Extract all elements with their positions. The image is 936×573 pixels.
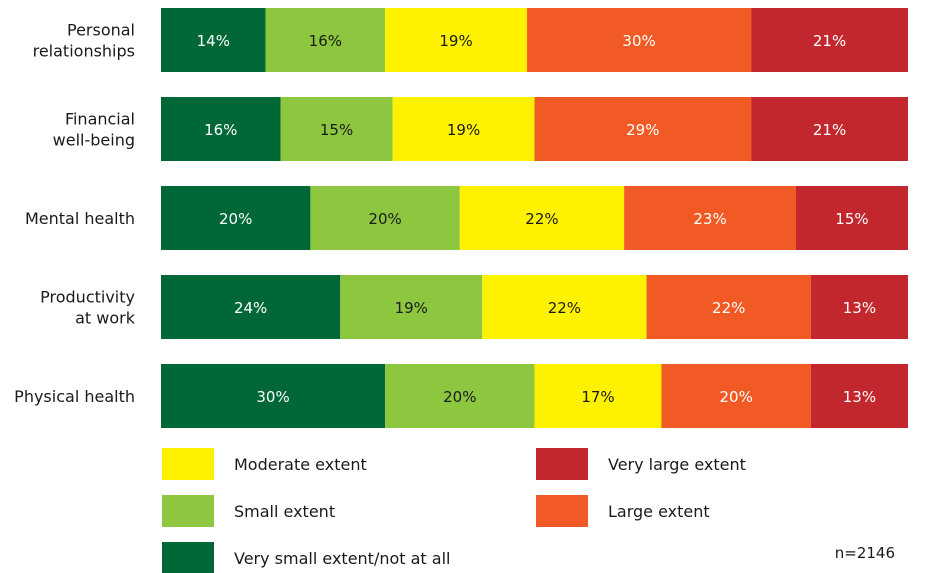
bar-segment-physical-health-very-large-extent bbox=[810, 364, 908, 428]
value-label: 17% bbox=[581, 388, 614, 406]
value-label: 19% bbox=[395, 299, 428, 317]
legend: Moderate extent Very large extent Small ex… bbox=[162, 448, 746, 573]
value-label: 20% bbox=[443, 388, 476, 406]
legend-label-small-extent: Small extent bbox=[234, 502, 335, 521]
segment-value-labels: 14% 16% 19% 30% 21% 16% 15% 19% 29% 21% 20% 20% 22% 2… bbox=[197, 32, 876, 406]
legend-swatch-small-extent bbox=[162, 495, 214, 527]
value-label: 22% bbox=[548, 299, 581, 317]
bar-segment-personal-relationships-very-small-extent-not-at-all bbox=[161, 8, 266, 72]
legend-label-large-extent: Large extent bbox=[608, 502, 710, 521]
category-label-physical-health: Physical health bbox=[14, 387, 135, 406]
legend-swatch-very-large-extent bbox=[536, 448, 588, 480]
value-label: 20% bbox=[219, 210, 252, 228]
sample-size-note: n=2146 bbox=[835, 544, 895, 562]
bar-segment-financial-well-being-very-small-extent-not-at-all bbox=[161, 97, 281, 161]
value-label: 16% bbox=[204, 121, 237, 139]
bar-segment-personal-relationships-small-extent bbox=[265, 8, 386, 72]
bar-segment-personal-relationships-large-extent bbox=[527, 8, 752, 72]
value-label: 30% bbox=[622, 32, 655, 50]
legend-label-very-large-extent: Very large extent bbox=[608, 455, 746, 474]
value-label: 15% bbox=[320, 121, 353, 139]
value-label: 15% bbox=[835, 210, 868, 228]
bar-segment-productivity-at-work-very-large-extent bbox=[810, 275, 908, 339]
value-label: 13% bbox=[843, 388, 876, 406]
category-labels: Personal relationships Financial well-being… bbox=[14, 21, 136, 407]
legend-label-moderate-extent: Moderate extent bbox=[234, 455, 367, 474]
value-label: 24% bbox=[234, 299, 267, 317]
value-label: 19% bbox=[439, 32, 472, 50]
bar-segment-personal-relationships-moderate-extent bbox=[385, 8, 528, 72]
bars bbox=[161, 8, 908, 428]
bar-segment-mental-health-very-large-extent bbox=[795, 186, 908, 250]
bar-segment-mental-health-small-extent bbox=[310, 186, 460, 250]
bar-segment-mental-health-very-small-extent-not-at-all bbox=[161, 186, 311, 250]
legend-label-very-small-extent-not-at-all: Very small extent/not at all bbox=[234, 549, 450, 568]
value-label: 16% bbox=[309, 32, 342, 50]
value-label: 22% bbox=[712, 299, 745, 317]
value-label: 21% bbox=[813, 121, 846, 139]
bar-segment-physical-health-moderate-extent bbox=[534, 364, 662, 428]
value-label: 22% bbox=[525, 210, 558, 228]
bar-segment-financial-well-being-large-extent bbox=[534, 97, 752, 161]
bar-segment-financial-well-being-small-extent bbox=[280, 97, 393, 161]
bar-segment-financial-well-being-moderate-extent bbox=[392, 97, 535, 161]
value-label: 23% bbox=[693, 210, 726, 228]
bar-segment-physical-health-very-small-extent-not-at-all bbox=[161, 364, 386, 428]
category-label-mental-health: Mental health bbox=[25, 209, 135, 228]
bar-segment-productivity-at-work-small-extent bbox=[340, 275, 483, 339]
category-label-personal-relationships: Personal relationships bbox=[33, 21, 135, 61]
legend-swatch-large-extent bbox=[536, 495, 588, 527]
category-label-productivity-at-work: Productivity at work bbox=[40, 288, 136, 328]
bar-segment-mental-health-large-extent bbox=[624, 186, 796, 250]
bar-segment-productivity-at-work-large-extent bbox=[646, 275, 811, 339]
category-label-line: Physical health bbox=[14, 387, 135, 406]
category-label-line: well-being bbox=[53, 131, 135, 150]
bar-segment-physical-health-large-extent bbox=[661, 364, 811, 428]
value-label: 19% bbox=[447, 121, 480, 139]
category-label-line: Personal bbox=[67, 21, 135, 40]
category-label-line: at work bbox=[75, 309, 136, 328]
value-label: 21% bbox=[813, 32, 846, 50]
bar-segment-productivity-at-work-very-small-extent-not-at-all bbox=[161, 275, 341, 339]
legend-swatch-very-small-extent-not-at-all bbox=[162, 542, 214, 573]
category-label-line: Financial bbox=[65, 110, 135, 129]
value-label: 30% bbox=[256, 388, 289, 406]
value-label: 20% bbox=[720, 388, 753, 406]
category-label-line: Productivity bbox=[40, 288, 135, 307]
bar-segment-personal-relationships-very-large-extent bbox=[751, 8, 908, 72]
bar-segment-financial-well-being-very-large-extent bbox=[751, 97, 908, 161]
category-label-financial-well-being: Financial well-being bbox=[53, 110, 135, 150]
legend-swatch-moderate-extent bbox=[162, 448, 214, 480]
value-label: 20% bbox=[368, 210, 401, 228]
bar-segment-physical-health-small-extent bbox=[385, 364, 535, 428]
value-label: 29% bbox=[626, 121, 659, 139]
value-label: 13% bbox=[843, 299, 876, 317]
bar-segment-productivity-at-work-moderate-extent bbox=[482, 275, 647, 339]
value-label: 14% bbox=[197, 32, 230, 50]
category-label-line: Mental health bbox=[25, 209, 135, 228]
category-label-line: relationships bbox=[33, 42, 135, 61]
bar-segment-mental-health-moderate-extent bbox=[459, 186, 625, 250]
